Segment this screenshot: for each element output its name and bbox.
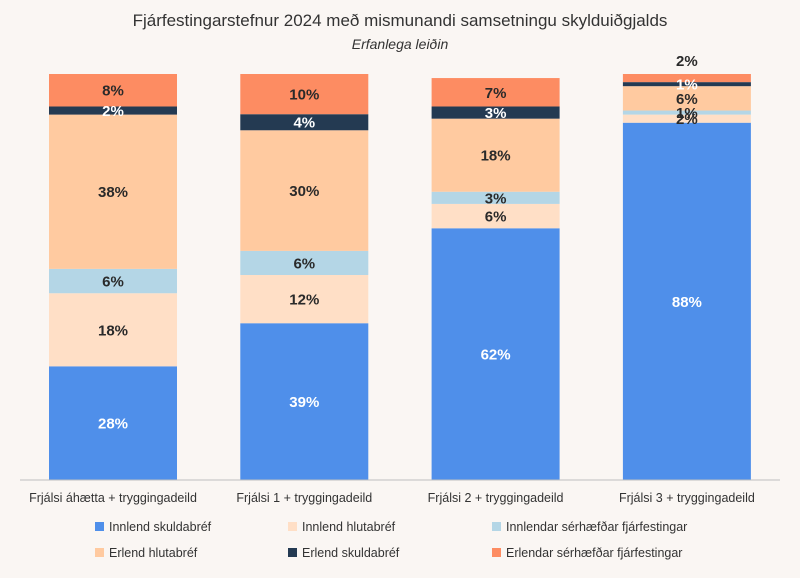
data-label: 2%: [676, 53, 698, 70]
legend-swatch: [95, 522, 104, 531]
bar-segment: [431, 191, 560, 204]
data-label: 6%: [485, 209, 507, 226]
data-label: 4%: [293, 115, 315, 132]
bar-segment: [431, 203, 560, 229]
data-label: 7%: [485, 85, 507, 102]
data-label: 2%: [676, 111, 698, 128]
legend-item: Innlend hlutabréf: [288, 520, 396, 534]
legend-label: Innlend hlutabréf: [302, 520, 396, 534]
bar-segment: [431, 118, 560, 192]
legend-label: Erlendar sérhæfðar fjárfestingar: [506, 546, 682, 560]
data-label: 8%: [102, 83, 124, 100]
bar-segment: [622, 86, 751, 111]
category-label: Frjálsi áhætta + tryggingadeild: [29, 491, 197, 505]
data-label: 3%: [485, 105, 507, 122]
data-label: 6%: [293, 255, 315, 272]
bar-segment: [49, 74, 177, 107]
data-label: 18%: [481, 148, 511, 165]
bar-segment: [240, 250, 369, 275]
bar-segment: [49, 114, 177, 269]
data-label: 1%: [676, 105, 698, 122]
bar-segment: [49, 268, 177, 294]
legend-item: Innlendar sérhæfðar fjárfestingar: [492, 520, 687, 534]
category-label: Frjálsi 2 + tryggingadeild: [428, 491, 564, 505]
data-label: 6%: [676, 91, 698, 108]
legend-label: Innlend skuldabréf: [109, 520, 212, 534]
bar-segment: [240, 274, 369, 324]
data-label: 1%: [676, 77, 698, 94]
legend-swatch: [288, 548, 297, 557]
bar-segment: [622, 114, 751, 123]
legend: Innlend skuldabréf Innlend hlutabréf Innle…: [95, 520, 687, 560]
category-labels: Frjálsi áhætta + tryggingadeild Frjálsi 1…: [29, 491, 755, 505]
legend-swatch: [288, 522, 297, 531]
bar-segment: [240, 114, 369, 131]
category-label: Frjálsi 1 + tryggingadeild: [236, 491, 372, 505]
legend-item: Erlend skuldabréf: [288, 546, 400, 560]
category-label: Frjálsi 3 + tryggingadeild: [619, 491, 755, 505]
data-label: 12%: [289, 292, 319, 309]
bar-segment: [622, 82, 751, 87]
bar-segment: [622, 110, 751, 115]
bar-segment: [431, 228, 560, 480]
bar-segment: [49, 366, 177, 480]
data-label: 28%: [98, 416, 128, 433]
bar-segment: [622, 122, 751, 480]
bar-segment: [622, 74, 751, 83]
data-label: 10%: [289, 87, 319, 104]
data-label: 39%: [289, 394, 319, 411]
data-label: 18%: [98, 322, 128, 339]
data-label: 3%: [485, 190, 507, 207]
legend-swatch: [95, 548, 104, 557]
data-label: 30%: [289, 183, 319, 200]
bars-group: 28% 18% 6% 38% 2% 8% 39% 12% 6% 30% 4% 10% 62% 6% 3% 18…: [49, 53, 751, 480]
legend-label: Erlend skuldabréf: [302, 546, 400, 560]
chart-subtitle: Erfanlega leiðin: [352, 36, 449, 52]
bar-segment: [240, 130, 369, 251]
legend-item: Erlendar sérhæfðar fjárfestingar: [492, 546, 682, 560]
legend-label: Erlend hlutabréf: [109, 546, 198, 560]
bar-segment: [49, 293, 177, 367]
legend-swatch: [492, 522, 501, 531]
data-label: 6%: [102, 274, 124, 291]
data-label: 88%: [672, 294, 702, 311]
bar-segment: [49, 106, 177, 115]
bar-segment: [431, 78, 560, 107]
bar-segment: [240, 323, 369, 480]
data-label: 62%: [481, 347, 511, 364]
bar-segment: [240, 74, 369, 115]
chart-title: Fjárfestingarstefnur 2024 með mismunandi…: [133, 11, 668, 30]
data-label: 2%: [102, 103, 124, 120]
legend-item: Erlend hlutabréf: [95, 546, 198, 560]
legend-swatch: [492, 548, 501, 557]
data-label: 38%: [98, 184, 128, 201]
bar-segment: [431, 106, 560, 119]
legend-label: Innlendar sérhæfðar fjárfestingar: [506, 520, 687, 534]
legend-item: Innlend skuldabréf: [95, 520, 212, 534]
